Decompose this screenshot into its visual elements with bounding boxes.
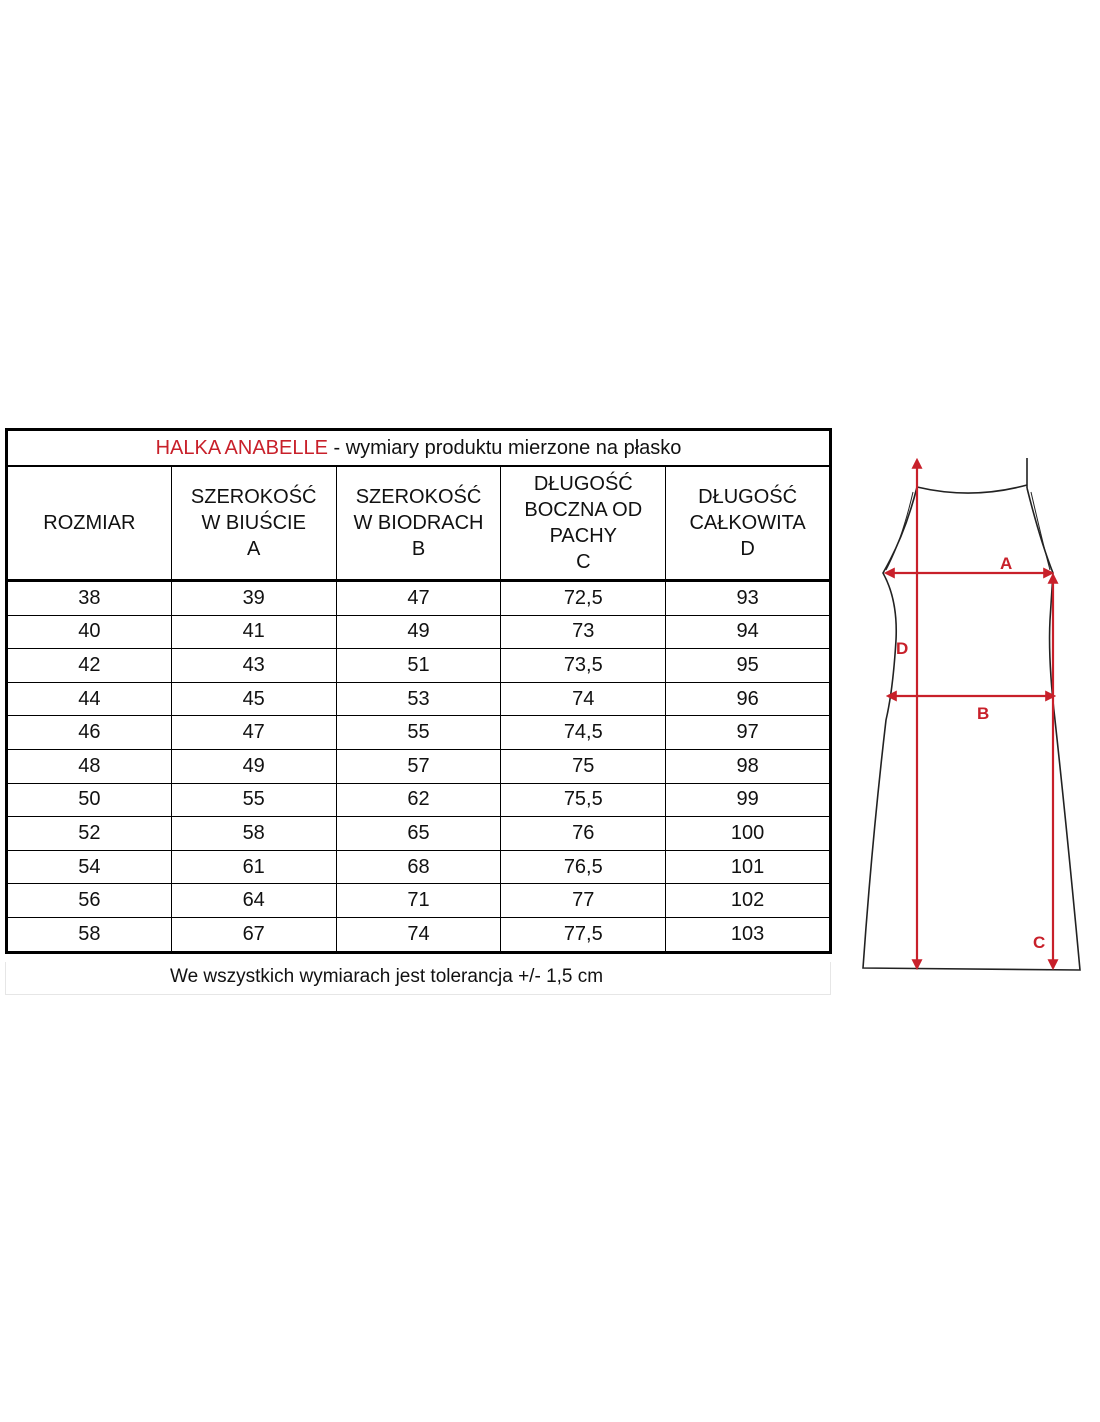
- measurement-cell: 75: [500, 748, 667, 784]
- size-cell: 58: [6, 916, 172, 953]
- table-row: 44 45 53 74 96: [6, 681, 831, 717]
- column-header-line: A: [247, 538, 261, 560]
- table-row: 48 49 57 75 98: [6, 748, 831, 784]
- size-cell: 42: [6, 648, 172, 683]
- measurement-cell: 102: [665, 883, 831, 918]
- measurement-cell: 39: [170, 580, 337, 616]
- table-row: 56 64 71 77 102: [6, 883, 831, 918]
- size-cell: 50: [6, 782, 172, 818]
- label-c: C: [1033, 933, 1045, 952]
- column-header-line: D: [740, 538, 755, 560]
- measurement-cell: 77: [500, 883, 667, 918]
- measurement-cell: 45: [170, 681, 337, 717]
- table-row: 52 58 65 76 100: [6, 816, 831, 851]
- tolerance-note: We wszystkich wymiarach jest tolerancja …: [5, 962, 831, 995]
- measurement-cell: 101: [665, 849, 831, 885]
- measurement-cell: 99: [665, 782, 831, 818]
- size-cell: 46: [6, 715, 172, 750]
- title-subtitle: - wymiary produktu mierzone na płasko: [327, 436, 682, 459]
- column-header-line: W BIODRACH: [353, 512, 484, 534]
- size-cell: 40: [6, 614, 172, 650]
- measurement-cell: 47: [335, 580, 502, 616]
- column-header: DŁUGOŚĆ BOCZNA OD PACHY C: [500, 465, 667, 582]
- measurement-cell: 76,5: [500, 849, 667, 885]
- column-header-line: W BIUŚCIE: [201, 512, 306, 534]
- size-cell: 54: [6, 849, 172, 885]
- table-row: 50 55 62 75,5 99: [6, 782, 831, 818]
- column-header-line: DŁUGOŚĆ: [533, 473, 633, 495]
- measurement-cell: 76: [500, 816, 667, 851]
- measurement-cell: 74: [500, 681, 667, 717]
- table-row: 54 61 68 76,5 101: [6, 849, 831, 885]
- measurement-cell: 75,5: [500, 782, 667, 818]
- measurement-cell: 77,5: [500, 916, 667, 953]
- column-header-line: ROZMIAR: [43, 512, 136, 534]
- product-name: HALKA ANABELLE: [155, 436, 328, 459]
- table-row: 58 67 74 77,5 103: [6, 916, 831, 953]
- measurement-cell: 61: [170, 849, 337, 885]
- table-row: 40 41 49 73 94: [6, 614, 831, 650]
- measurement-cell: 71: [335, 883, 502, 918]
- header-row: ROZMIAR SZEROKOŚĆ W BIUŚCIE A SZEROKOŚĆ W BIO…: [6, 465, 831, 582]
- column-header: SZEROKOŚĆ W BIODRACH B: [335, 465, 502, 582]
- column-header-line: CAŁKOWITA: [689, 512, 806, 534]
- measurement-cell: 74: [335, 916, 502, 953]
- column-header: ROZMIAR: [6, 465, 172, 582]
- measurement-cell: 98: [665, 748, 831, 784]
- column-header-line: SZEROKOŚĆ: [190, 486, 317, 508]
- column-header: DŁUGOŚĆ CAŁKOWITA D: [665, 465, 831, 582]
- table-row: 46 47 55 74,5 97: [6, 715, 831, 750]
- measurement-cell: 96: [665, 681, 831, 717]
- column-header-line: PACHY: [549, 525, 617, 547]
- column-header-line: C: [576, 551, 591, 573]
- measurement-cell: 103: [665, 916, 831, 953]
- measurement-cell: 53: [335, 681, 502, 717]
- column-header-line: B: [411, 538, 426, 560]
- size-cell: 48: [6, 748, 172, 784]
- measurement-cell: 49: [170, 748, 337, 784]
- measurement-cell: 72,5: [500, 580, 667, 616]
- column-header: SZEROKOŚĆ W BIUŚCIE A: [170, 465, 337, 582]
- measurement-cell: 95: [665, 648, 831, 683]
- measurement-cell: 97: [665, 715, 831, 750]
- size-cell: 38: [6, 580, 172, 616]
- measurement-cell: 47: [170, 715, 337, 750]
- measurement-cell: 73: [500, 614, 667, 650]
- measurement-cell: 41: [170, 614, 337, 650]
- measurement-cell: 51: [335, 648, 502, 683]
- column-header-line: SZEROKOŚĆ: [355, 486, 482, 508]
- label-a: A: [1000, 554, 1012, 573]
- measurement-cell: 94: [665, 614, 831, 650]
- table-title: HALKA ANABELLE - wymiary produktu mierzo…: [6, 429, 831, 467]
- measurement-cell: 62: [335, 782, 502, 818]
- measurement-cell: 64: [170, 883, 337, 918]
- dress-diagram: A B C D: [862, 457, 1081, 971]
- label-b: B: [977, 704, 989, 723]
- column-header-line: BOCZNA OD: [524, 499, 643, 521]
- measurement-cell: 68: [335, 849, 502, 885]
- measurement-cell: 49: [335, 614, 502, 650]
- table-row: 42 43 51 73,5 95: [6, 648, 831, 683]
- measurement-cell: 55: [170, 782, 337, 818]
- measurement-cell: 58: [170, 816, 337, 851]
- measurement-cell: 93: [665, 580, 831, 616]
- measurement-cell: 74,5: [500, 715, 667, 750]
- measurement-cell: 57: [335, 748, 502, 784]
- measurement-cell: 73,5: [500, 648, 667, 683]
- measurement-cell: 67: [170, 916, 337, 953]
- label-d: D: [896, 639, 908, 658]
- measurement-cell: 65: [335, 816, 502, 851]
- size-cell: 44: [6, 681, 172, 717]
- dress-outline: [862, 458, 1081, 971]
- measurement-cell: 43: [170, 648, 337, 683]
- size-chart-table: HALKA ANABELLE - wymiary produktu mierzo…: [5, 428, 832, 954]
- column-header-line: DŁUGOŚĆ: [698, 486, 798, 508]
- size-cell: 56: [6, 883, 172, 918]
- measurement-cell: 55: [335, 715, 502, 750]
- measurement-cell: 100: [665, 816, 831, 851]
- size-cell: 52: [6, 816, 172, 851]
- table-row: 38 39 47 72,5 93: [6, 580, 831, 616]
